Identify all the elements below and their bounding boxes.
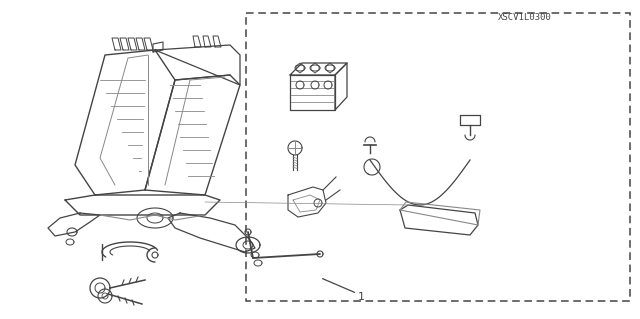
Text: 1: 1 xyxy=(358,292,365,302)
Text: XSCV1L0300: XSCV1L0300 xyxy=(498,13,552,22)
Bar xyxy=(246,13,630,301)
